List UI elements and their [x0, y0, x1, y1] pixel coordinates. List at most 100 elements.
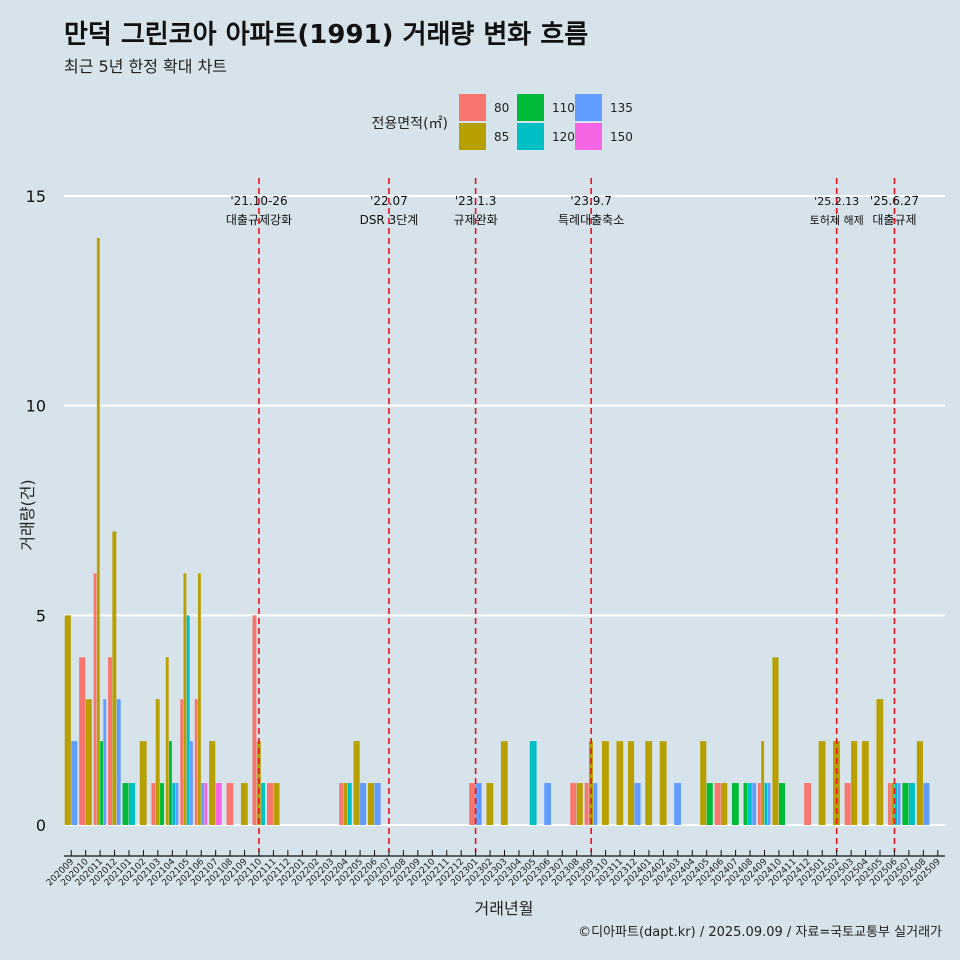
bar-202107-150	[215, 783, 222, 825]
event-label-3: 규제완화	[454, 213, 498, 227]
bar-202110-120	[261, 783, 266, 825]
gridlines: 0 5 10 15	[26, 187, 945, 835]
bar-202205-85	[353, 741, 360, 825]
bar-202308-80	[570, 783, 577, 825]
bar-202508-135	[923, 783, 930, 825]
legend-label-150: 150	[610, 130, 633, 144]
bar-202011-85	[96, 237, 100, 825]
bar-202010-80	[79, 657, 86, 825]
bar-202503-85	[851, 741, 858, 825]
bar-202106-80	[194, 699, 198, 825]
bar-202011-110	[100, 741, 103, 825]
event-date-6: '25.6.27	[870, 194, 919, 208]
bar-202507-110	[902, 783, 909, 825]
y-tick-label-10: 10	[26, 397, 46, 416]
bar-202508-85	[916, 741, 923, 825]
bar-202306-135	[544, 783, 552, 825]
bar-202206-135	[374, 783, 381, 825]
event-lines: '21.10-26 대출규제강화 '22.07 DSR 3단계 '23.1.3 규제완화 '…	[226, 178, 919, 852]
bars	[64, 237, 930, 825]
bar-202105-80	[180, 699, 184, 825]
y-tick-label-15: 15	[26, 187, 46, 206]
bar-202406-85	[721, 783, 728, 825]
bar-202406-80	[714, 783, 721, 825]
bar-202507-120	[908, 783, 915, 825]
bar-202405-85	[700, 741, 707, 825]
bar-202310-85	[601, 741, 609, 825]
legend-key-150	[575, 123, 602, 150]
bar-202106-85	[197, 573, 201, 825]
bar-202409-80	[757, 783, 761, 825]
legend-title: 전용면적(㎡)	[372, 116, 448, 132]
bar-202103-110	[160, 783, 164, 825]
bar-202108-80	[226, 783, 234, 825]
bar-202107-85	[209, 741, 216, 825]
event-label-4: 특례대출축소	[558, 213, 624, 227]
legend-label-110: 110	[552, 101, 575, 115]
bar-202104-110	[169, 741, 172, 825]
event-date-4: '23.9.7	[570, 194, 611, 208]
bar-202106-150	[204, 783, 208, 825]
bar-202312-85	[627, 741, 635, 825]
bar-202412-80	[804, 783, 811, 825]
bar-202501-85	[818, 741, 826, 825]
bar-202109-85	[240, 783, 248, 825]
event-date-3: '23.1.3	[455, 194, 496, 208]
event-label-5: 토허제 해제	[810, 213, 864, 227]
legend-label-85: 85	[494, 130, 509, 144]
bar-202011-80	[93, 573, 97, 825]
bar-202402-85	[659, 741, 667, 825]
bar-202309-135	[593, 783, 598, 825]
y-axis-label: 거래량(건)	[18, 479, 37, 550]
bar-202105-135	[190, 741, 193, 825]
bar-202504-85	[861, 741, 869, 825]
y-tick-label-0: 0	[36, 816, 46, 835]
bar-202204-80	[339, 783, 344, 825]
bar-202301-135	[475, 783, 482, 825]
bar-202012-135	[116, 699, 121, 825]
bar-202106-135	[201, 783, 205, 825]
event-date-1: '21.10-26	[230, 194, 287, 208]
bar-202104-85	[165, 657, 169, 825]
legend: 전용면적(㎡) 80 85 110 120 135 150	[372, 94, 633, 150]
bar-202104-135	[175, 783, 179, 825]
event-date-5: '25.2.13	[814, 195, 859, 208]
bar-202505-85	[876, 699, 884, 825]
axes: 2020092020102020112020122021012021022021…	[45, 850, 945, 888]
bar-202408-120	[747, 783, 752, 825]
bar-202103-85	[155, 699, 160, 825]
bar-202101-110	[122, 783, 129, 825]
bar-202305-120	[529, 741, 537, 825]
bar-202409-120	[764, 783, 768, 825]
legend-key-80	[459, 94, 486, 121]
bar-202506-85	[891, 783, 895, 825]
bar-202204-85	[343, 783, 348, 825]
bar-202206-85	[368, 783, 375, 825]
bar-202011-135	[103, 699, 107, 825]
bar-202303-85	[500, 741, 508, 825]
bar-202012-85	[112, 531, 117, 825]
chart-caption: ©디아파트(dapt.kr) / 2025.09.09 / 자료=국토교통부 실…	[578, 925, 942, 940]
bar-202301-80	[469, 783, 476, 825]
bar-202401-85	[645, 741, 653, 825]
bar-202409-135	[767, 783, 771, 825]
x-axis-label: 거래년월	[475, 899, 534, 918]
bar-202503-80	[844, 783, 851, 825]
bar-202403-135	[674, 783, 682, 825]
bar-202104-120	[172, 783, 176, 825]
y-tick-label-5: 5	[36, 606, 46, 625]
legend-key-135	[575, 94, 602, 121]
bar-202408-135	[752, 783, 757, 825]
bar-202506-80	[887, 783, 891, 825]
event-label-6: 대출규제	[872, 213, 916, 227]
bar-202012-80	[108, 657, 112, 825]
bar-202405-110	[706, 783, 713, 825]
bar-202409-85	[761, 741, 765, 825]
bar-202105-120	[186, 615, 190, 825]
legend-label-120: 120	[552, 130, 575, 144]
bar-202309-80	[584, 783, 589, 825]
bar-202101-120	[128, 783, 136, 825]
bar-202103-80	[151, 783, 156, 825]
bar-202110-80	[252, 615, 257, 825]
event-date-2: '22.07	[370, 194, 408, 208]
